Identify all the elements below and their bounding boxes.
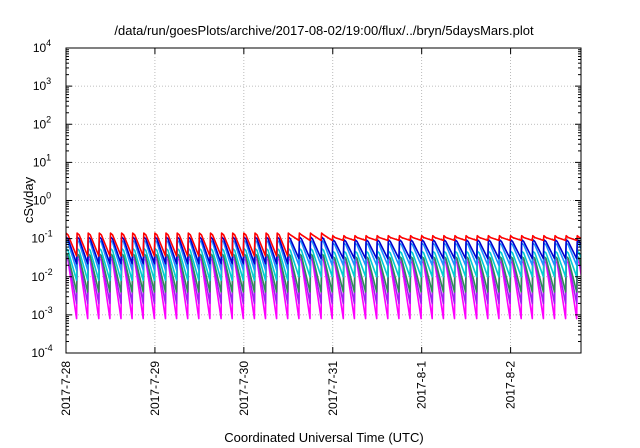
- y-axis-label: cSv/day: [21, 176, 36, 223]
- y-tick-label: 10-4: [31, 343, 52, 360]
- x-tick-label: 2017-7-28: [59, 361, 73, 416]
- x-axis: 2017-7-28 2017-7-29 2017-7-30 2017-7-31 2017…: [59, 48, 518, 416]
- y-tick-label: 10-2: [31, 267, 52, 284]
- y-tick-label: 10-3: [31, 305, 52, 322]
- plot-area: [66, 232, 581, 320]
- x-axis-label: Coordinated Universal Time (UTC): [224, 430, 423, 445]
- series-line: [66, 232, 581, 257]
- y-tick-label: 100: [33, 191, 51, 208]
- y-tick-label: 102: [33, 114, 51, 131]
- chart-title: /data/run/goesPlots/archive/2017-08-02/1…: [114, 23, 534, 38]
- y-tick-label: 101: [33, 152, 51, 169]
- y-tick-label: 103: [33, 76, 51, 93]
- y-tick-label: 10-1: [31, 229, 52, 246]
- x-tick-label: 2017-7-31: [326, 361, 340, 416]
- x-tick-label: 2017-8-2: [504, 361, 518, 409]
- x-tick-label: 2017-7-30: [237, 361, 251, 416]
- y-tick-label: 104: [33, 38, 51, 55]
- x-tick-label: 2017-8-1: [415, 361, 429, 409]
- series-line: [66, 247, 581, 282]
- x-tick-label: 2017-7-29: [148, 361, 162, 416]
- y-axis: 10-4 10-3 10-2 10-1 100 101 102 103 104: [31, 38, 581, 360]
